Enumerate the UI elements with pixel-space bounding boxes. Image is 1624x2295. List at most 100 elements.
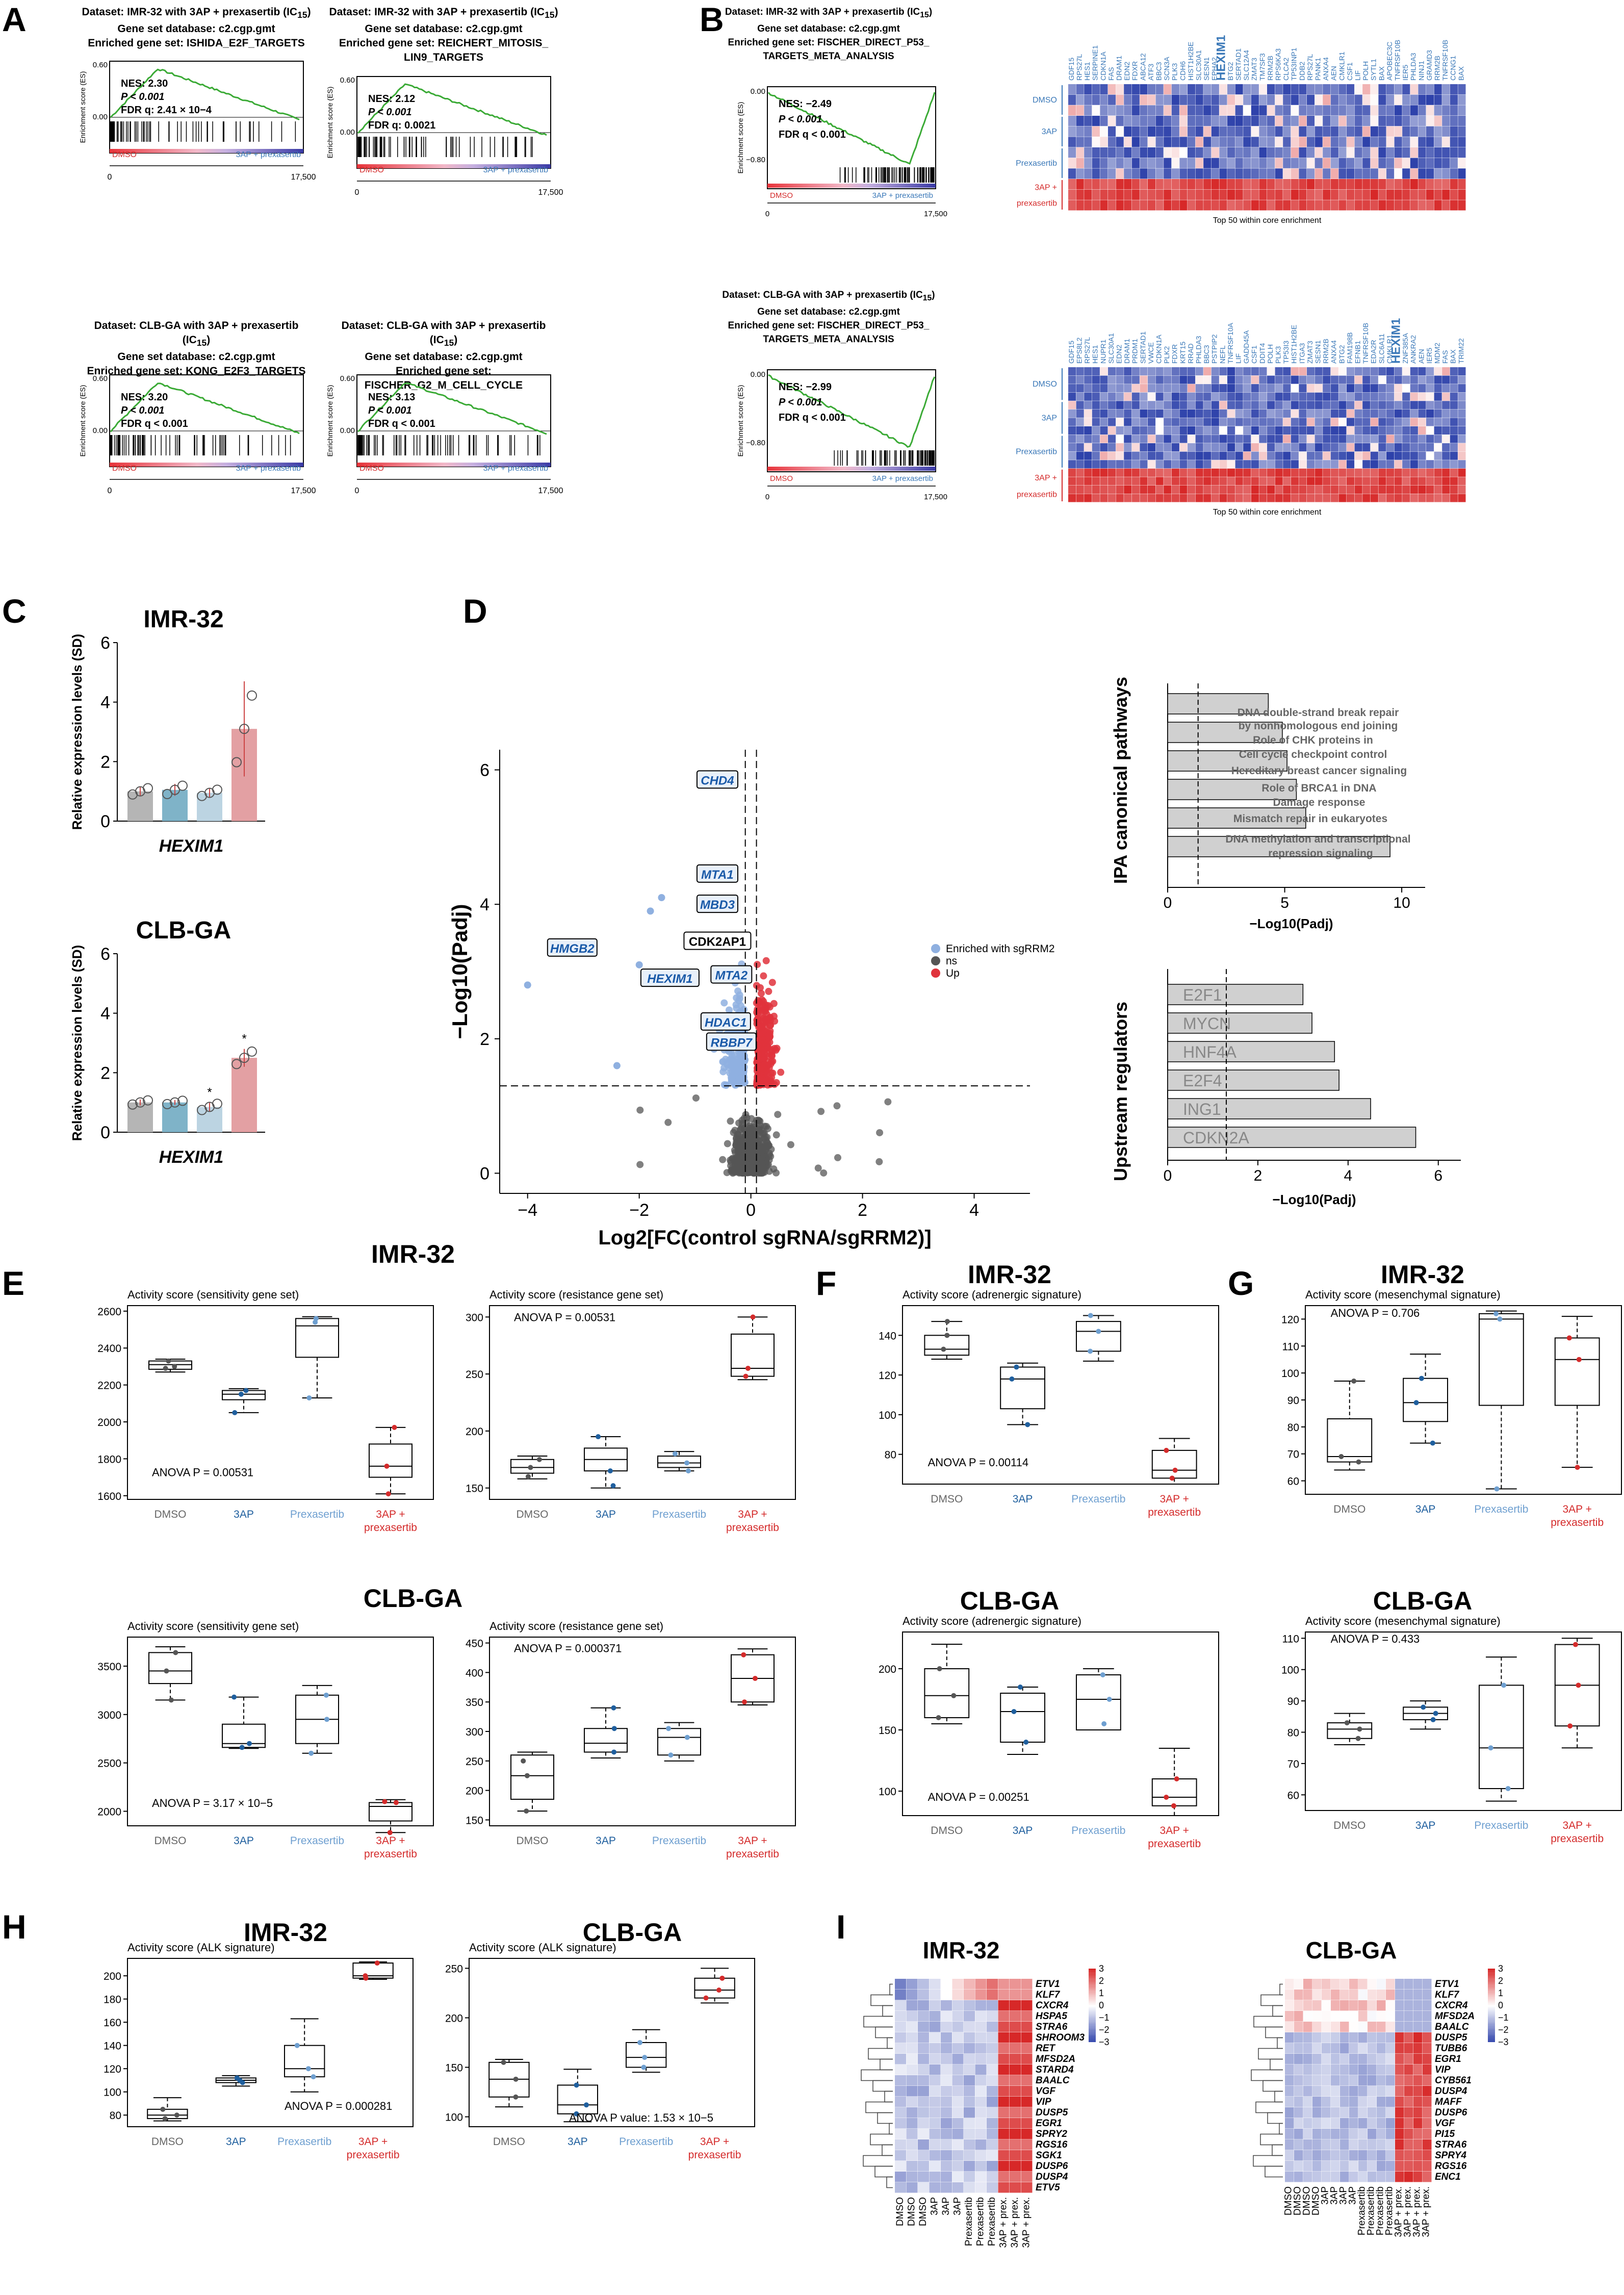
b-heatmap-gene: TNFRSF10A xyxy=(1226,322,1234,364)
b-heatmap-cell xyxy=(1155,137,1164,147)
b-heatmap-cell xyxy=(1450,94,1458,105)
b-heatmap-cell xyxy=(1131,147,1140,158)
b-heatmap-gene: CSF1 xyxy=(1250,345,1258,364)
gsea-header: Dataset: CLB-GA with 3AP + prexasertib (… xyxy=(79,319,314,378)
b-heatmap-cell xyxy=(1386,147,1395,158)
i-heatmap-cell xyxy=(1349,2075,1358,2086)
box-datapoint xyxy=(306,1395,312,1400)
i-heatmap-cell xyxy=(1358,2064,1368,2075)
b-heatmap-cell xyxy=(1299,401,1307,410)
b-heatmap-cell xyxy=(1188,105,1196,116)
b-heatmap-cell xyxy=(1076,94,1084,105)
b-heatmap-cell xyxy=(1259,401,1267,410)
b-heatmap-cell xyxy=(1124,460,1132,469)
b-heatmap-cell xyxy=(1148,105,1156,116)
b-heatmap-cell xyxy=(1148,116,1156,126)
b-heatmap-cell xyxy=(1148,392,1156,401)
b-heatmap-cell xyxy=(1100,367,1108,376)
box-datapoint xyxy=(583,2102,589,2108)
box-datapoint xyxy=(1419,1375,1424,1381)
d-ur-title: Upstream regulators xyxy=(1110,1002,1131,1181)
b-heatmap-cell xyxy=(1227,158,1235,168)
d-legend-label: ns xyxy=(946,955,957,967)
b-heatmap-cell xyxy=(1116,409,1124,418)
b-heatmap-cell xyxy=(1307,158,1315,168)
gsea-database: Gene set database: c2.cgp.gmt xyxy=(117,351,275,363)
b-heatmap-cell xyxy=(1195,126,1203,137)
b-heatmap-cell xyxy=(1314,468,1323,477)
b-heatmap-cell xyxy=(1235,94,1243,105)
b-heatmap-cell xyxy=(1211,367,1219,376)
i-heatmap-cell xyxy=(1340,2011,1349,2022)
b-heatmap-cell xyxy=(1235,468,1243,477)
box-datapoint xyxy=(1566,1335,1572,1341)
i-heatmap: CLB-GAETV1KLF7CXCR4MFSD2ABAALCDUSP5TUBB6… xyxy=(1251,1937,1509,2237)
b-heatmap-cell xyxy=(1155,384,1164,393)
d-point-ns xyxy=(730,1129,737,1136)
b-heatmap-cell xyxy=(1243,200,1251,211)
box-iqr xyxy=(657,1728,701,1756)
b-heatmap-cell xyxy=(1370,189,1378,200)
box-xlabel: 3AP xyxy=(596,1835,616,1847)
d-gene-label-box xyxy=(700,1012,751,1031)
gsea-rank-gradient xyxy=(110,149,303,153)
b-heatmap-cell xyxy=(1155,435,1164,443)
i-heatmap-cell xyxy=(1423,2129,1432,2139)
b-heatmap-cell xyxy=(1330,84,1338,95)
d-point-ns xyxy=(765,1150,773,1157)
b-heatmap-cell xyxy=(1314,494,1323,502)
b-heatmap-cell xyxy=(1251,137,1259,147)
i-heatmap-cell xyxy=(1021,2043,1033,2054)
b-heatmap-cell xyxy=(1188,147,1196,158)
b-heatmap-cell xyxy=(1314,401,1323,410)
b-dataset: Dataset: CLB-GA with 3AP + prexasertib (… xyxy=(722,290,935,302)
b-database: Gene set database: c2.cgp.gmt xyxy=(757,306,900,317)
i-heatmap-cell xyxy=(906,2032,918,2043)
d-point-down xyxy=(635,961,643,968)
b-heatmap-cell xyxy=(1251,409,1259,418)
box-ytick-label: 60 xyxy=(1287,1790,1299,1801)
b-heatmap-cell xyxy=(1076,137,1084,147)
b-heatmap-cell xyxy=(1171,460,1179,469)
b-heatmap-cell xyxy=(1179,158,1188,168)
b-heatmap-cell xyxy=(1092,451,1100,460)
i-heatmap-cell xyxy=(1368,2086,1377,2097)
box-ytick-label: 350 xyxy=(466,1697,483,1708)
box-xlabel: prexasertib xyxy=(688,2149,741,2161)
b-heatmap-cell xyxy=(1148,189,1156,200)
i-heatmap-cell xyxy=(1303,2064,1312,2075)
b-heatmap-cell xyxy=(1458,392,1466,401)
i-heatmap-cell xyxy=(998,2086,1010,2097)
i-colorscale xyxy=(1089,1992,1096,1994)
b-heatmap-cell xyxy=(1283,418,1291,426)
i-heatmap-cell xyxy=(1423,2097,1432,2107)
box-xlabel: 3AP + xyxy=(376,1509,405,1520)
box-frame xyxy=(127,1637,434,1826)
i-colorscale xyxy=(1488,2012,1495,2014)
i-heatmap-cell xyxy=(1413,2022,1423,2032)
box-datapoint xyxy=(1494,1486,1500,1492)
b-heatmap-cell xyxy=(1426,116,1434,126)
i-heatmap-cell xyxy=(975,2086,987,2097)
b-heatmap-cell xyxy=(1402,477,1410,486)
i-heatmap-cell xyxy=(929,2150,941,2161)
boxplot: Activity score (ALK signature)8010012014… xyxy=(104,1941,414,2161)
i-heatmap-cell xyxy=(987,2182,998,2193)
gsea-x1: 17,500 xyxy=(538,188,563,197)
b-group-label: DMSO xyxy=(1033,96,1057,105)
b-heatmap-cell xyxy=(1148,168,1156,179)
b-heatmap-cell xyxy=(1426,158,1434,168)
i-heatmap-cell xyxy=(1368,2022,1377,2032)
b-heatmap-cell xyxy=(1442,189,1450,200)
b-heatmap-cell xyxy=(1171,126,1179,137)
i-heatmap-cell xyxy=(1358,2032,1368,2043)
i-heatmap-cell xyxy=(1395,2054,1404,2064)
b-heatmap-cell xyxy=(1307,468,1315,477)
b-heatmap-cell xyxy=(1442,443,1450,452)
b-heatmap-cell xyxy=(1219,147,1227,158)
b-heatmap-cell xyxy=(1203,126,1211,137)
i-heatmap-cell xyxy=(1010,1990,1021,2000)
d-point-ns xyxy=(820,1169,828,1177)
i-dendrogram xyxy=(884,2090,893,2103)
b-heatmap-cell xyxy=(1362,460,1371,469)
